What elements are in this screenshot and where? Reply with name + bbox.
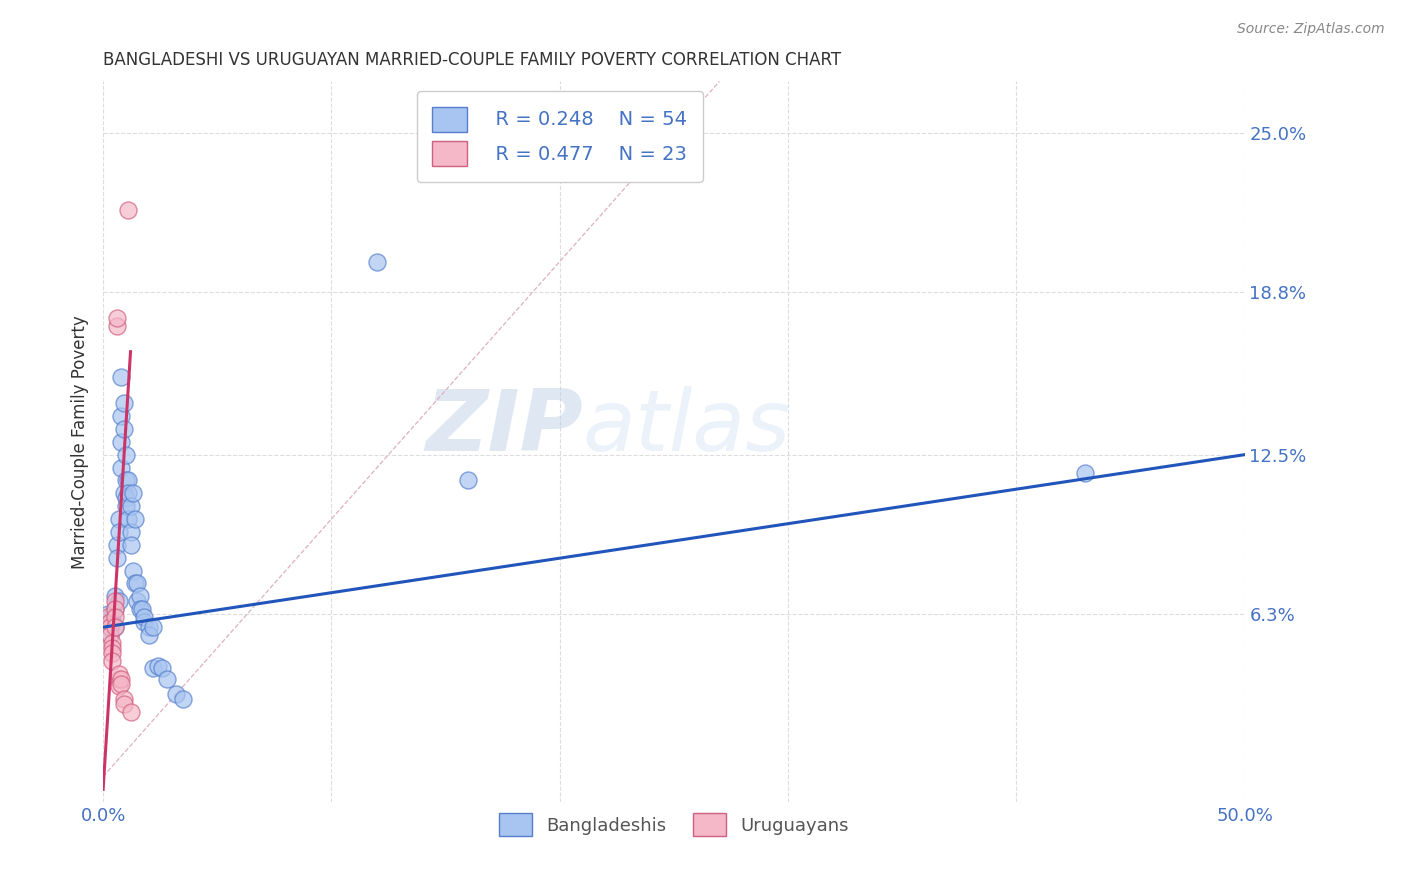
Point — [120, 499, 142, 513]
Text: ZIP: ZIP — [425, 386, 582, 469]
Point — [134, 610, 156, 624]
Point — [1074, 466, 1097, 480]
Point — [152, 661, 174, 675]
Point — [138, 620, 160, 634]
Text: Source: ZipAtlas.com: Source: ZipAtlas.com — [1237, 22, 1385, 37]
Point — [142, 620, 165, 634]
Point — [124, 512, 146, 526]
Point — [103, 594, 125, 608]
Point — [124, 576, 146, 591]
Point — [108, 680, 131, 694]
Point — [120, 538, 142, 552]
Point — [115, 474, 138, 488]
Point — [146, 658, 169, 673]
Point — [110, 460, 132, 475]
Point — [172, 692, 194, 706]
Point — [112, 422, 135, 436]
Point — [108, 672, 131, 686]
Point — [115, 499, 138, 513]
Point — [110, 409, 132, 423]
Point — [457, 474, 479, 488]
Point — [115, 448, 138, 462]
Point — [98, 620, 121, 634]
Point — [103, 602, 125, 616]
Point — [98, 620, 121, 634]
Point — [121, 564, 143, 578]
Point — [97, 610, 120, 624]
Point — [112, 396, 135, 410]
Point — [117, 474, 139, 488]
Point — [105, 311, 128, 326]
Text: BANGLADESHI VS URUGUAYAN MARRIED-COUPLE FAMILY POVERTY CORRELATION CHART: BANGLADESHI VS URUGUAYAN MARRIED-COUPLE … — [103, 51, 841, 69]
Point — [142, 661, 165, 675]
Point — [110, 370, 132, 384]
Point — [134, 615, 156, 629]
Point — [103, 610, 125, 624]
Point — [101, 654, 124, 668]
Point — [98, 615, 121, 629]
Point — [128, 589, 150, 603]
Point — [121, 486, 143, 500]
Point — [103, 620, 125, 634]
Point — [101, 635, 124, 649]
Point — [112, 486, 135, 500]
Point — [101, 646, 124, 660]
Point — [108, 524, 131, 539]
Legend: Bangladeshis, Uruguayans: Bangladeshis, Uruguayans — [492, 806, 856, 844]
Point — [110, 672, 132, 686]
Point — [127, 594, 149, 608]
Point — [103, 602, 125, 616]
Point — [101, 640, 124, 655]
Point — [108, 512, 131, 526]
Point — [165, 687, 187, 701]
Point — [112, 692, 135, 706]
Point — [156, 672, 179, 686]
Point — [115, 491, 138, 506]
Point — [110, 434, 132, 449]
Point — [117, 203, 139, 218]
Point — [103, 620, 125, 634]
Point — [112, 698, 135, 712]
Point — [105, 538, 128, 552]
Point — [366, 254, 388, 268]
Point — [127, 576, 149, 591]
Point — [103, 589, 125, 603]
Point — [97, 607, 120, 622]
Y-axis label: Married-Couple Family Poverty: Married-Couple Family Poverty — [72, 315, 89, 569]
Point — [105, 318, 128, 333]
Point — [138, 628, 160, 642]
Point — [120, 524, 142, 539]
Point — [98, 628, 121, 642]
Point — [128, 602, 150, 616]
Text: atlas: atlas — [582, 386, 790, 469]
Point — [101, 615, 124, 629]
Point — [101, 610, 124, 624]
Point — [131, 602, 153, 616]
Point — [98, 628, 121, 642]
Point — [110, 677, 132, 691]
Point — [117, 486, 139, 500]
Point — [108, 666, 131, 681]
Point — [108, 594, 131, 608]
Point — [120, 705, 142, 719]
Point — [105, 550, 128, 565]
Point — [117, 512, 139, 526]
